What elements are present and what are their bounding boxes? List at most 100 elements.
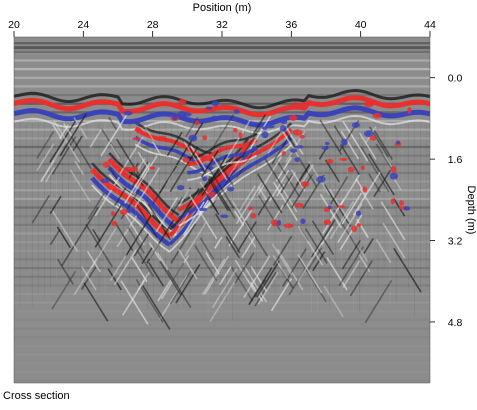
diffraction-streak <box>297 241 324 282</box>
diffraction-streak <box>155 196 179 233</box>
diffraction-streak <box>323 285 344 318</box>
background-layer-band <box>14 336 430 338</box>
reflection-blob <box>299 134 305 139</box>
diffraction-streak <box>143 201 153 216</box>
diffraction-streak <box>256 192 282 233</box>
diffraction-streak <box>183 141 201 167</box>
reflection-blob <box>171 113 178 121</box>
reflection-blob <box>177 111 187 118</box>
reflection-blob <box>357 223 362 227</box>
diffraction-streak <box>81 266 97 291</box>
diffraction-streak <box>188 194 218 240</box>
diffraction-streak <box>113 247 138 286</box>
reflection-blob <box>262 145 270 150</box>
diffraction-streak <box>131 161 149 188</box>
diffraction-streak <box>215 157 234 187</box>
diffraction-streak <box>233 210 245 227</box>
reflection-blob <box>226 186 235 192</box>
reflection-blob <box>280 117 288 125</box>
diffraction-streak <box>200 150 219 178</box>
reflection-blob <box>194 120 200 126</box>
diffraction-streak <box>276 160 301 198</box>
reflection-blob <box>100 178 110 184</box>
reflector-limb-dark <box>108 152 180 216</box>
diffraction-streak <box>298 257 327 303</box>
diffraction-streak <box>358 132 377 160</box>
diffraction-streak <box>256 260 280 298</box>
diffraction-streak <box>322 198 345 234</box>
reflection-blob <box>261 126 268 130</box>
diffraction-streak <box>49 120 77 163</box>
diffraction-streak <box>342 253 365 288</box>
diffraction-streak <box>199 181 208 194</box>
diffraction-streak <box>276 184 285 197</box>
diffraction-streak <box>159 275 188 320</box>
diffraction-streak <box>337 203 363 243</box>
surface-reflector-positive <box>14 95 430 118</box>
reflection-blob <box>136 127 142 134</box>
diffraction-streak <box>356 218 369 239</box>
reflection-blob <box>299 101 309 107</box>
diffraction-streak <box>358 254 371 273</box>
diffraction-streak <box>124 162 151 204</box>
diffraction-streak <box>329 176 349 205</box>
reflection-blob <box>182 112 192 117</box>
diffraction-streak <box>84 206 99 230</box>
diffraction-streak <box>158 165 178 194</box>
reflection-blob <box>157 136 167 140</box>
diffraction-streak <box>159 260 182 296</box>
diffraction-streak <box>51 270 77 310</box>
reflection-blob <box>211 115 218 122</box>
diffraction-streak <box>109 143 121 160</box>
diffraction-streak <box>56 258 74 285</box>
reflection-blob <box>178 98 187 105</box>
background-layer-band <box>14 318 430 322</box>
diffraction-streak <box>152 141 162 155</box>
background-layer-band <box>14 345 430 347</box>
reflection-blob <box>270 219 279 227</box>
reflection-blob <box>182 157 190 163</box>
diffraction-streak <box>44 167 56 183</box>
reflection-blob <box>103 161 110 168</box>
background-layer-band <box>14 301 430 304</box>
diffraction-streak <box>188 147 207 175</box>
background-layer-band <box>14 206 430 209</box>
diffraction-streak <box>107 268 122 291</box>
diffraction-streak <box>142 285 171 330</box>
diffraction-streak <box>86 250 101 273</box>
diffraction-streak <box>364 280 393 324</box>
reflection-blob <box>321 146 329 151</box>
diffraction-streak <box>100 113 129 157</box>
background-layer-band <box>14 362 430 364</box>
diffraction-streak <box>194 245 218 282</box>
reflection-blob <box>390 166 397 173</box>
diffraction-streak <box>170 196 184 216</box>
reflection-blob <box>347 166 355 173</box>
diffraction-streak <box>208 198 220 216</box>
diffraction-streak <box>236 221 257 253</box>
diffraction-streak <box>175 122 204 166</box>
reflection-blob <box>119 208 128 216</box>
reflection-blob <box>277 220 282 226</box>
y-axis-title: Depth (m) <box>465 186 477 235</box>
diffraction-streak <box>297 226 324 266</box>
diffraction-streak <box>284 131 297 149</box>
diffraction-streak <box>276 248 304 291</box>
diffraction-streak <box>179 187 200 220</box>
surface-reflector-dark <box>14 88 430 110</box>
diffraction-streak <box>56 226 71 249</box>
diffraction-streak <box>358 238 374 262</box>
diffraction-streak <box>205 252 220 275</box>
background-layer-band <box>14 154 430 157</box>
diffraction-streak <box>382 153 393 168</box>
reflection-blob <box>300 218 306 225</box>
reflection-blob <box>337 205 345 209</box>
diffraction-streak <box>166 131 183 157</box>
x-axis-title: Position (m) <box>193 2 252 14</box>
reflector-limb-light <box>187 154 258 181</box>
diffraction-streak <box>282 248 307 287</box>
diffraction-streak <box>234 259 256 293</box>
reflection-blob <box>233 109 240 114</box>
diffraction-streak <box>108 116 118 131</box>
